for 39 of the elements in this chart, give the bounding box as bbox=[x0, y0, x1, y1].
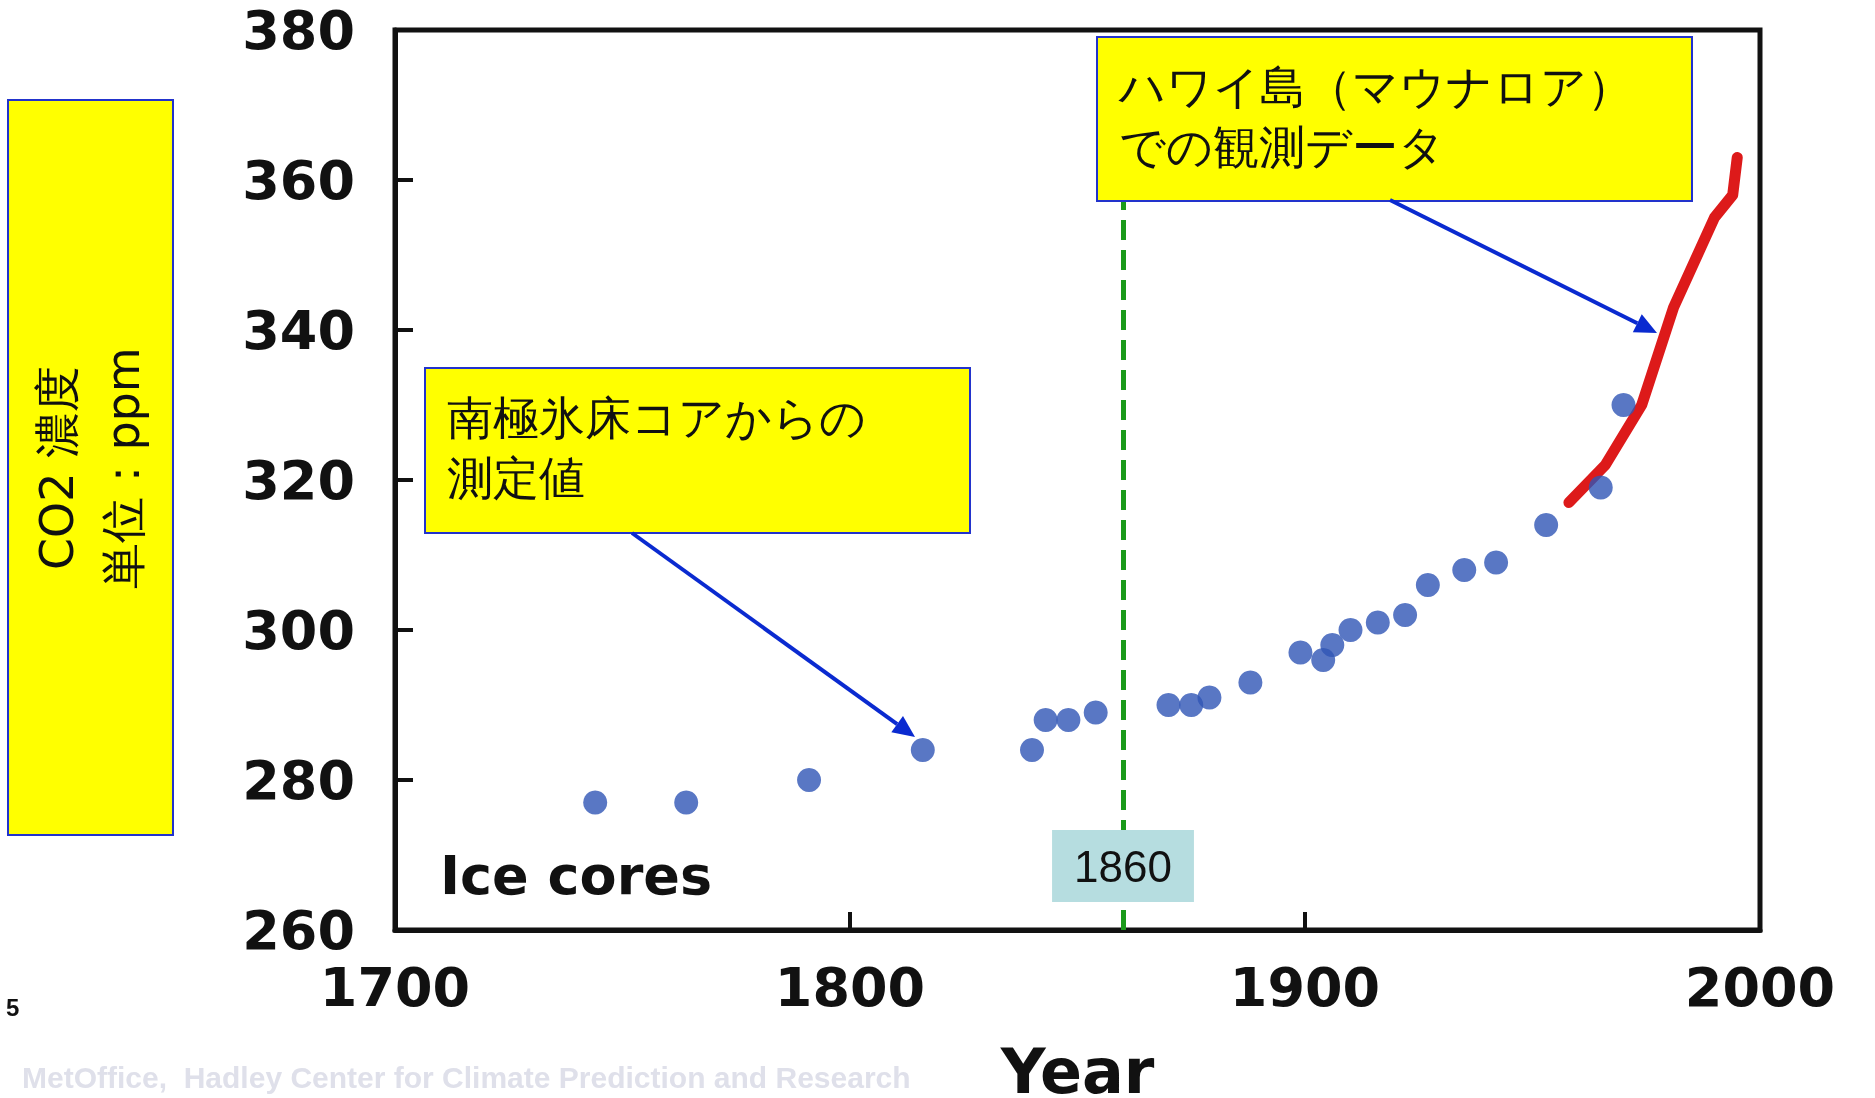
y-tick-label: 320 bbox=[242, 448, 355, 512]
point bbox=[1484, 550, 1509, 575]
point bbox=[1338, 618, 1363, 642]
point bbox=[1056, 708, 1081, 732]
ref-line-label: 1860 bbox=[1074, 841, 1172, 891]
y-tick-label: 300 bbox=[242, 598, 355, 662]
point bbox=[1365, 610, 1390, 635]
point bbox=[1020, 738, 1044, 762]
x-tick-label: 1800 bbox=[774, 955, 926, 1019]
point bbox=[1393, 603, 1418, 627]
annotation: ハワイ島（マウナロア）での観測データ bbox=[1118, 60, 1633, 174]
point bbox=[1156, 693, 1181, 717]
y-tick-label: 380 bbox=[242, 0, 355, 62]
point bbox=[1611, 393, 1636, 417]
point bbox=[1083, 700, 1108, 725]
point bbox=[797, 768, 822, 792]
x-axis-title: Year bbox=[999, 1034, 1155, 1098]
point bbox=[1588, 475, 1613, 500]
point bbox=[910, 738, 935, 762]
point bbox=[583, 790, 608, 815]
x-tick-label: 1900 bbox=[1229, 955, 1381, 1019]
text: 5 bbox=[6, 993, 20, 1021]
y-tick-label: 280 bbox=[242, 748, 355, 812]
point bbox=[1320, 633, 1345, 657]
point bbox=[1179, 693, 1204, 717]
point bbox=[1033, 708, 1058, 732]
point bbox=[1197, 685, 1222, 710]
point bbox=[1452, 558, 1477, 582]
point bbox=[1238, 670, 1263, 695]
y-axis-title: CO2 濃度単位：ppm bbox=[30, 347, 150, 589]
point bbox=[1288, 640, 1313, 665]
y-tick-label: 360 bbox=[242, 148, 355, 212]
annotation: Ice cores bbox=[440, 843, 713, 907]
y-tick-label: 340 bbox=[242, 298, 355, 362]
annotation: 南極氷床コアからの測定値 bbox=[447, 391, 866, 505]
x-tick-label: 2000 bbox=[1684, 955, 1836, 1019]
point bbox=[1415, 573, 1440, 597]
point bbox=[674, 790, 699, 815]
point bbox=[1534, 513, 1559, 537]
